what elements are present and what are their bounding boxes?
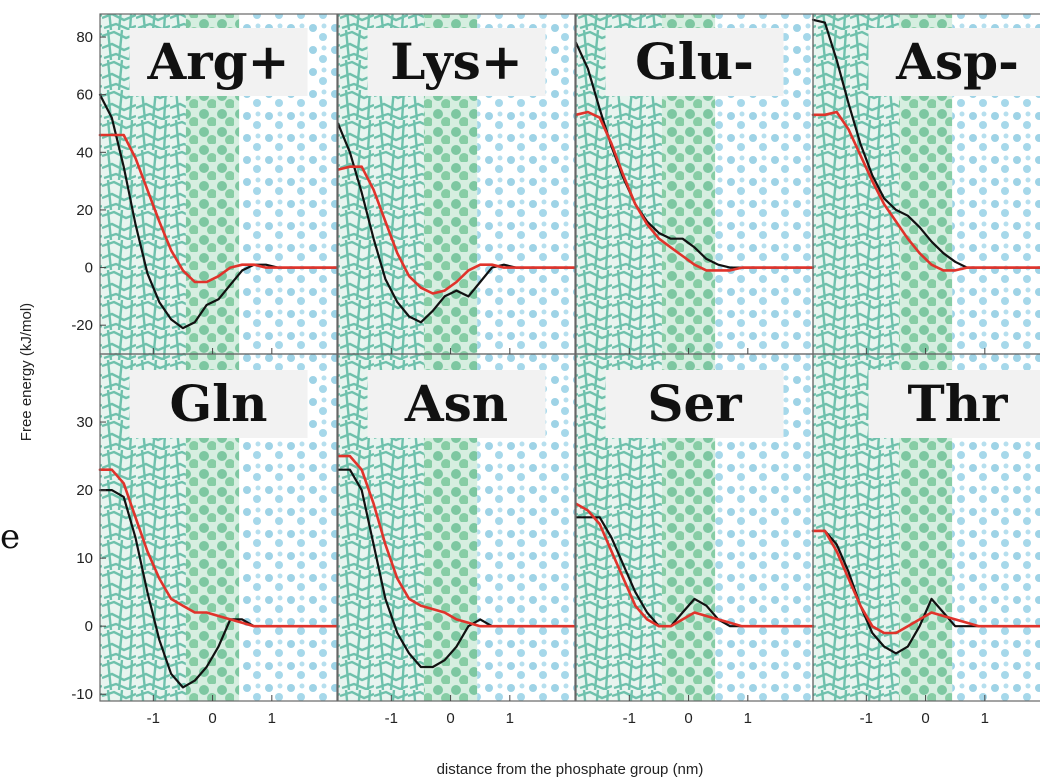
left-edge-glyph: e [0,517,20,557]
series-line-red-gln [98,468,339,628]
y-tick-label: 10 [76,550,93,567]
x-tick-label: 1 [268,710,276,727]
series-line-black-lys [336,122,577,324]
series-line-red-lys [336,165,577,295]
panel-frame-gln [99,353,338,702]
series-line-red-thr [811,529,1040,635]
y-axis-label: Free energy (kJ/mol) [18,303,35,441]
panel-title-asn: Asn [404,374,508,433]
y-tick-label: -10 [71,686,93,703]
x-tick-label: 0 [684,710,692,727]
panel-title-box [367,28,546,96]
panel-title-thr: Thr [908,374,1009,433]
x-tick-label: 1 [744,710,752,727]
panel-title-arg: Arg+ [147,32,290,91]
y-tick-label: 20 [76,482,93,499]
panel-title-ser: Ser [647,374,742,433]
y-tick-label: 40 [76,144,93,161]
panel-title-box [868,28,1040,96]
y-tick-label: 60 [76,87,93,104]
x-tick-label: -1 [147,710,160,727]
panel-frame-asn [337,353,576,702]
y-tick-label: 80 [76,29,93,46]
y-tick-label: -20 [71,317,93,334]
y-tick-label: 0 [85,618,93,635]
panel-title-gln: Gln [169,374,267,433]
series-line-red-arg [98,133,339,284]
panel-title-lys: Lys+ [390,32,522,91]
panel-title-glu: Glu- [635,32,754,91]
panel-title-box [129,28,308,96]
x-tick-label: 0 [921,710,929,727]
series-line-red-glu [574,110,815,272]
x-tick-label: 1 [981,710,989,727]
panel-title-box [868,370,1040,438]
panel-title-box [129,370,308,438]
x-axis-label: distance from the phosphate group (nm) [437,761,704,778]
series-line-red-asn [336,454,577,628]
x-tick-label: -1 [860,710,873,727]
y-tick-label: 20 [76,202,93,219]
series-line-red-asp [811,110,1040,272]
panel-title-box [367,370,546,438]
x-tick-label: 1 [506,710,514,727]
x-tick-label: 0 [446,710,454,727]
panel-frame-thr [812,353,1040,702]
panel-title-asp: Asp- [895,32,1019,91]
y-tick-label: 30 [76,414,93,431]
panel-title-box [605,28,784,96]
x-tick-label: 0 [208,710,216,727]
panel-title-box [605,370,784,438]
series-line-black-arg [98,93,339,330]
x-tick-label: -1 [623,710,636,727]
series-line-red-ser [574,502,815,628]
y-tick-label: 0 [85,260,93,277]
x-tick-label: -1 [385,710,398,727]
